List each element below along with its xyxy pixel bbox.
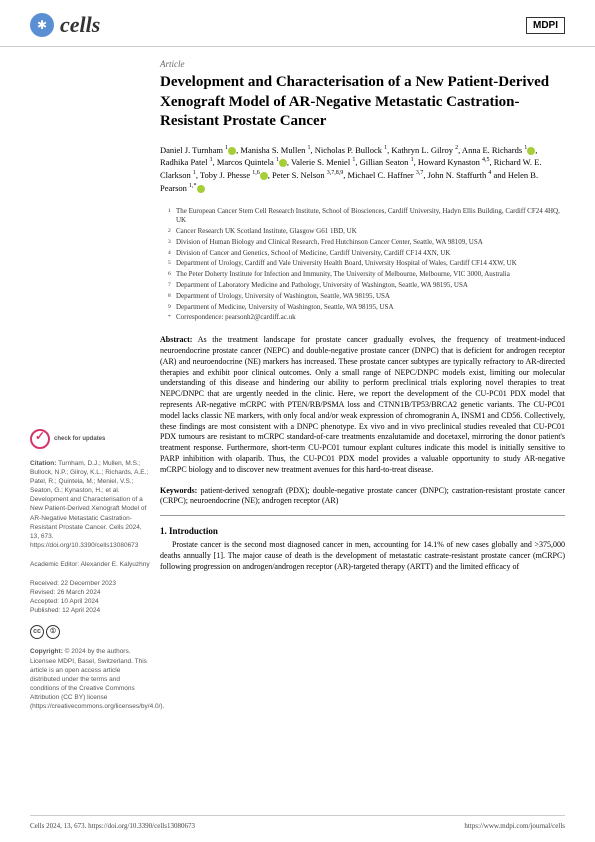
- intro-text: Prostate cancer is the second most diagn…: [160, 540, 565, 572]
- editor-name: Alexander E. Kalyuzhny: [81, 561, 150, 568]
- cells-icon: ✱: [30, 13, 54, 37]
- article-body: Article Development and Characterisation…: [160, 59, 565, 711]
- sidebar: check for updates Citation: Turnham, D.J…: [30, 59, 160, 711]
- citation-block: Citation: Turnham, D.J.; Mullen, M.S.; B…: [30, 459, 150, 550]
- citation-text: Turnham, D.J.; Mullen, M.S.; Bullock, N.…: [30, 460, 148, 549]
- affiliation-item: 4Division of Cancer and Genetics, School…: [168, 249, 565, 259]
- article-title: Development and Characterisation of a Ne…: [160, 73, 565, 132]
- received-date: Received: 22 December 2023: [30, 579, 150, 588]
- affiliation-item: 2Cancer Research UK Scotland Institute, …: [168, 227, 565, 237]
- publisher-badge: MDPI: [526, 17, 565, 34]
- cc-icon: cc: [30, 625, 44, 639]
- by-icon: ①: [46, 625, 60, 639]
- published-date: Published: 12 April 2024: [30, 606, 150, 615]
- revised-date: Revised: 26 March 2024: [30, 588, 150, 597]
- affiliation-item: 6The Peter Doherty Institute for Infecti…: [168, 270, 565, 280]
- article-type: Article: [160, 59, 565, 69]
- affiliation-item: 7Department of Laboratory Medicine and P…: [168, 281, 565, 291]
- abstract-text: As the treatment landscape for prostate …: [160, 335, 565, 474]
- citation-label: Citation:: [30, 460, 56, 467]
- editor-label: Academic Editor:: [30, 561, 79, 568]
- accepted-date: Accepted: 10 April 2024: [30, 597, 150, 606]
- main-content: check for updates Citation: Turnham, D.J…: [0, 47, 595, 711]
- copyright-body: © 2024 by the authors. Licensee MDPI, Ba…: [30, 648, 164, 710]
- keywords-text: patient-derived xenograft (PDX); double-…: [160, 486, 565, 506]
- footer-left: Cells 2024, 13, 673. https://doi.org/10.…: [30, 822, 195, 830]
- dates-block: Received: 22 December 2023 Revised: 26 M…: [30, 579, 150, 615]
- affiliation-item: 5Department of Urology, Cardiff and Vale…: [168, 259, 565, 269]
- page-footer: Cells 2024, 13, 673. https://doi.org/10.…: [30, 815, 565, 830]
- keywords-label: Keywords:: [160, 486, 197, 495]
- cc-icons: cc ①: [30, 625, 60, 639]
- journal-logo: ✱ cells: [30, 12, 100, 38]
- abstract-label: Abstract:: [160, 335, 192, 344]
- keywords: Keywords: patient-derived xenograft (PDX…: [160, 486, 565, 517]
- affiliation-item: *Correspondence: pearsonh2@cardiff.ac.uk: [168, 313, 565, 323]
- editor-block: Academic Editor: Alexander E. Kalyuzhny: [30, 560, 150, 569]
- authors-list: Daniel J. Turnham 1, Manisha S. Mullen 1…: [160, 144, 565, 195]
- license-block: cc ①: [30, 625, 150, 639]
- journal-name: cells: [60, 12, 100, 38]
- copyright-label: Copyright:: [30, 648, 63, 655]
- affiliations-list: 1The European Cancer Stem Cell Research …: [160, 207, 565, 324]
- footer-right: https://www.mdpi.com/journal/cells: [464, 822, 565, 830]
- affiliation-item: 3Division of Human Biology and Clinical …: [168, 238, 565, 248]
- affiliation-item: 1The European Cancer Stem Cell Research …: [168, 207, 565, 227]
- affiliation-item: 9Department of Medicine, University of W…: [168, 303, 565, 313]
- check-updates[interactable]: check for updates: [30, 429, 150, 449]
- check-updates-icon: [30, 429, 50, 449]
- copyright-text: Copyright: © 2024 by the authors. Licens…: [30, 647, 150, 711]
- affiliation-item: 8Department of Urology, University of Wa…: [168, 292, 565, 302]
- check-updates-label: check for updates: [54, 436, 105, 443]
- page-header: ✱ cells MDPI: [0, 0, 595, 47]
- intro-heading: 1. Introduction: [160, 526, 565, 536]
- abstract: Abstract: As the treatment landscape for…: [160, 335, 565, 475]
